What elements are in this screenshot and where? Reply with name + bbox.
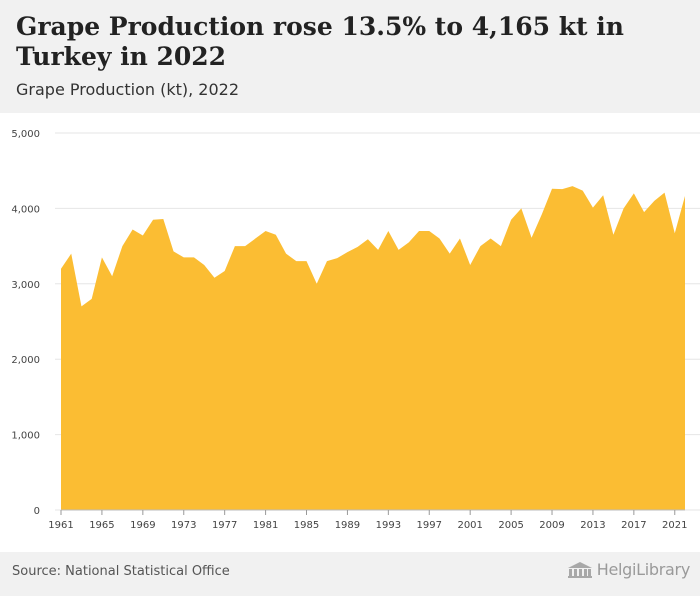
x-tick-label: 1985 [294,520,319,531]
library-building-icon [567,561,592,578]
y-tick-label: 1,000 [11,431,40,442]
x-tick-label: 1973 [171,520,196,531]
x-tick-label: 1989 [335,520,360,531]
brand-name: HelgiLibrary [596,560,691,579]
chart-title: Grape Production rose 13.5% to 4,165 kt … [16,12,624,71]
source-note: Source: National Statistical Office [12,564,230,579]
x-tick-label: 1993 [376,520,401,531]
y-tick-label: 3,000 [11,280,40,291]
chart-subtitle: Grape Production (kt), 2022 [16,80,239,99]
header-band: Grape Production rose 13.5% to 4,165 kt … [0,0,700,113]
x-tick-label: 2005 [498,520,523,531]
y-tick-label: 5,000 [11,129,40,140]
x-tick-label: 1997 [417,520,442,531]
x-tick-label: 1981 [253,520,278,531]
y-tick-label: 0 [34,506,40,517]
x-tick-label: 2013 [580,520,605,531]
x-tick-label: 2021 [662,520,687,531]
plot-area [61,186,685,510]
y-tick-label: 2,000 [11,355,40,366]
x-tick-label: 2017 [621,520,646,531]
x-tick-label: 1965 [89,520,114,531]
axes: 0 1,000 2,000 3,000 4,000 5,000 1961 1965 1969 19… [11,129,687,531]
y-tick-label: 4,000 [11,204,40,215]
grape-production-area [61,186,685,510]
x-tick-label: 1977 [212,520,237,531]
x-tick-label: 1961 [48,520,73,531]
area-chart: 0 1,000 2,000 3,000 4,000 5,000 1961 1965 1969 19… [11,129,700,531]
x-tick-label: 2001 [457,520,482,531]
footer-band: Source: National Statistical Office Helg… [0,552,700,596]
x-tick-label: 2009 [539,520,564,531]
x-tick-label: 1969 [130,520,155,531]
brand-logo[interactable]: HelgiLibrary [567,560,690,579]
